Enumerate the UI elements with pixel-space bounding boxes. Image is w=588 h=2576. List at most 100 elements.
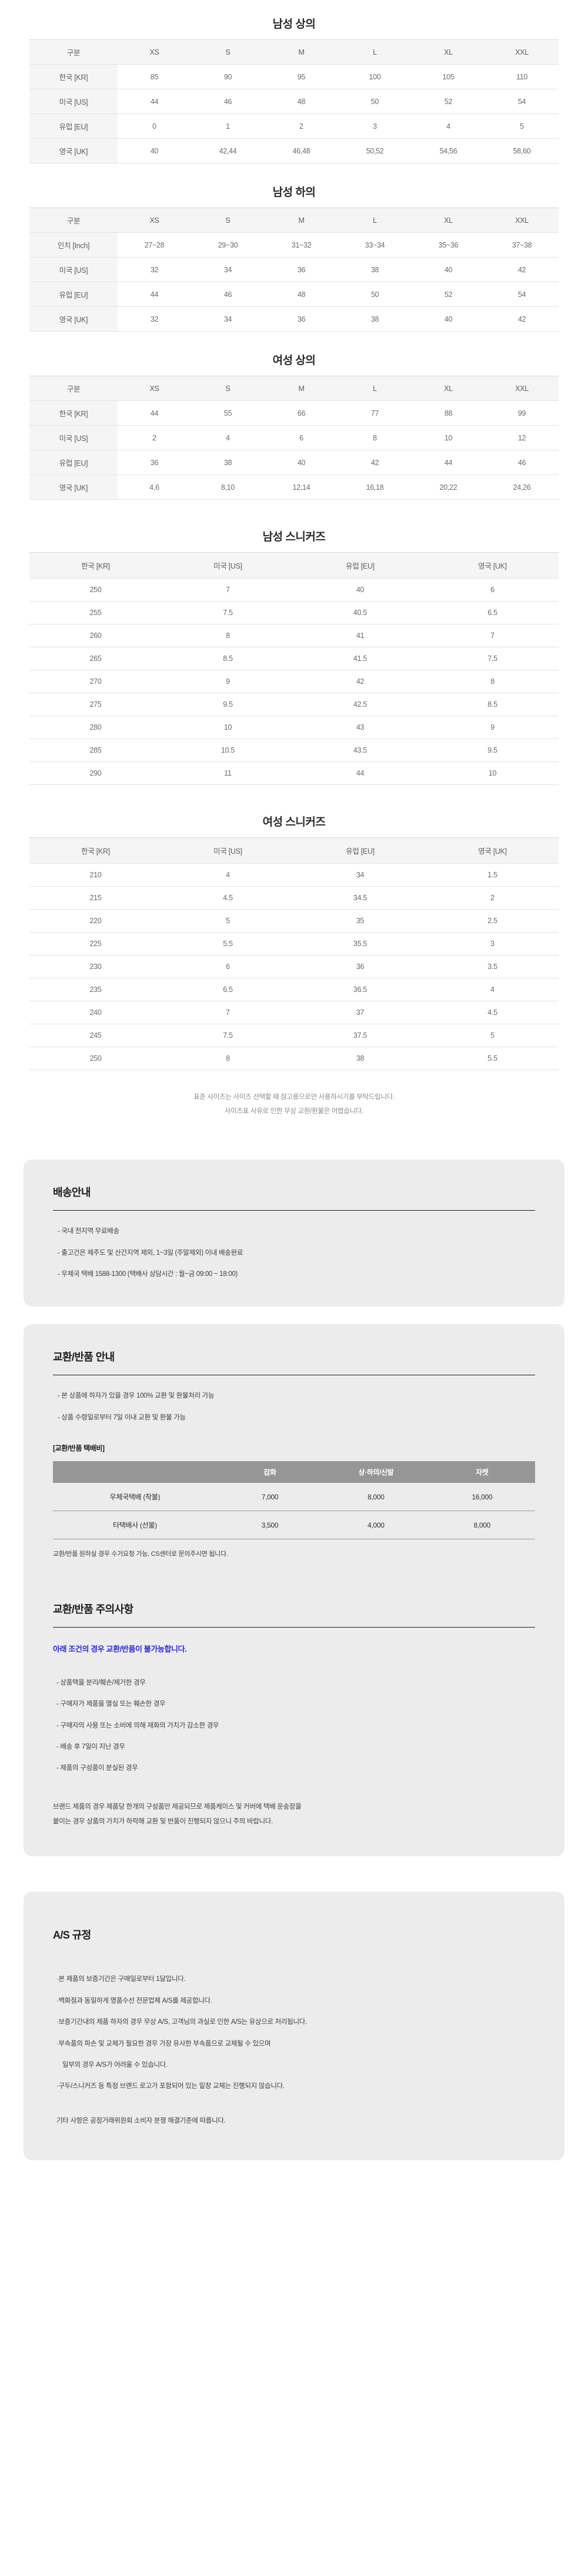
table-cell: 4,6 <box>118 475 191 500</box>
table-cell: 29~30 <box>191 232 265 258</box>
spacer <box>53 1953 535 1974</box>
table-cell: 7 <box>162 578 294 602</box>
table-cell: 4 <box>162 863 294 887</box>
table-cell: 265 <box>29 647 162 670</box>
as-item: ·구두/스니커즈 등 특정 브랜드 로고가 포함되어 있는 밑창 교체는 진행되… <box>56 2083 285 2090</box>
table-cell: 4 <box>426 978 559 1001</box>
fee-table-label: [교환/반품 택배비] <box>53 1444 105 1453</box>
table-cell: 4 <box>191 425 265 450</box>
table-cell: 27~28 <box>118 232 191 258</box>
size-table-title: 여성 상의 <box>272 355 316 367</box>
section-divider <box>53 1210 535 1211</box>
table-row: 220 5 35 2.5 <box>29 909 559 933</box>
exchange-return-panel: 교환/반품 안내 - 본 상품에 하자가 있을 경우 100% 교환 및 환불처… <box>24 1324 564 1857</box>
table-row: 275 9.5 42.5 8.5 <box>29 693 559 716</box>
row-header: 한국 [KR] <box>29 64 118 89</box>
table-cell: 12 <box>485 425 559 450</box>
table-cell: 55 <box>191 400 265 426</box>
table-cell: 9 <box>162 670 294 693</box>
table-cell: 9 <box>426 716 559 739</box>
table-cell: 46 <box>191 89 265 114</box>
table-cell: 1 <box>191 113 265 139</box>
table-row: 250 7 40 6 <box>29 578 559 602</box>
column-header: 자켓 <box>429 1461 535 1484</box>
table-cell: 10.5 <box>162 739 294 762</box>
caution-note: 브랜드 제품의 경우 제품당 한개의 구성품만 제공되므로 제품케이스 및 커버… <box>53 1800 535 1830</box>
table-cell: 85 <box>118 64 191 89</box>
table-cell: 2.5 <box>426 909 559 933</box>
table-cell: 6 <box>426 578 559 602</box>
table-cell: 99 <box>485 400 559 426</box>
column-header: L <box>338 39 412 65</box>
column-header: XL <box>412 208 485 233</box>
table-cell: 5 <box>426 1024 559 1047</box>
table-cell: 5.5 <box>162 932 294 955</box>
table-cell: 4 <box>412 113 485 139</box>
column-header: 한국 [KR] <box>29 552 162 579</box>
table-cell: 2 <box>265 113 338 139</box>
column-header: M <box>265 39 338 65</box>
row-header: 우체국택배 (착불) <box>109 1493 161 1502</box>
size-table-title: 남성 스니커즈 <box>262 531 326 543</box>
column-header: 구분 <box>29 376 118 401</box>
table-cell: 50 <box>338 282 412 307</box>
column-header: 미국 [US] <box>162 552 294 579</box>
table-cell: 3.5 <box>426 955 559 978</box>
size-block-mens-bottom: 남성 하의 구분 XS S M L XL XXL 인치 [Inch] 27~28 <box>0 183 588 332</box>
table-cell: 41.5 <box>294 647 426 670</box>
row-header: 미국 [US] <box>29 89 118 114</box>
table-cell: 215 <box>29 886 162 910</box>
table-header-row: 구분 XS S M L XL XXL <box>29 376 559 401</box>
size-table-title: 남성 하의 <box>272 186 316 199</box>
row-header: 영국 [UK] <box>29 138 118 163</box>
table-cell: 9.5 <box>426 739 559 762</box>
row-header: 유럽 [EU] <box>29 450 118 475</box>
table-header-row: 한국 [KR] 미국 [US] 유럽 [EU] 영국 [UK] <box>29 837 559 864</box>
table-cell: 2 <box>118 425 191 450</box>
table-cell: 2 <box>426 886 559 910</box>
table-cell: 37.5 <box>294 1024 426 1047</box>
table-row: 유럽 [EU] 44 46 48 50 52 54 <box>29 282 559 307</box>
table-cell: 50,52 <box>338 138 412 163</box>
table-cell: 36 <box>265 306 338 332</box>
table-row: 235 6.5 36.5 4 <box>29 978 559 1001</box>
table-header-row: 구분 XS S M L XL XXL <box>29 39 559 65</box>
table-cell: 42,44 <box>191 138 265 163</box>
caution-item: - 배송 후 7일이 지난 경우 <box>56 1743 125 1751</box>
column-header: XXL <box>485 208 559 233</box>
row-header: 미국 [US] <box>29 425 118 450</box>
size-table-title: 여성 스니커즈 <box>262 816 326 828</box>
column-header: 한국 [KR] <box>29 837 162 864</box>
table-cell: 275 <box>29 693 162 716</box>
shipping-bullet: - 출고건은 제주도 및 산간지역 제외, 1~3일 (주말제외) 이내 배송완… <box>58 1249 243 1257</box>
table-cell: 31~32 <box>265 232 338 258</box>
table-row: 280 10 43 9 <box>29 716 559 739</box>
table-cell: 1.5 <box>426 863 559 887</box>
table-cell: 42 <box>338 450 412 475</box>
table-row: 유럽 [EU] 36 38 40 42 44 46 <box>29 450 559 475</box>
caution-note-line-1: 브랜드 제품의 경우 제품당 한개의 구성품만 제공되므로 제품케이스 및 커버… <box>53 1803 302 1810</box>
table-row: 미국 [US] 32 34 36 38 40 42 <box>29 257 559 282</box>
table-row: 240 7 37 4.5 <box>29 1001 559 1024</box>
size-table: 한국 [KR] 미국 [US] 유럽 [EU] 영국 [UK] 210 4 34… <box>29 837 559 1070</box>
table-cell: 3 <box>338 113 412 139</box>
as-item: 일부의 경우 A/S가 어려울 수 있습니다. <box>62 2062 168 2069</box>
table-cell: 88 <box>412 400 485 426</box>
table-cell: 34 <box>191 257 265 282</box>
table-cell: 54 <box>485 89 559 114</box>
table-cell: 3 <box>426 932 559 955</box>
table-cell: 9.5 <box>162 693 294 716</box>
column-header: L <box>338 376 412 401</box>
column-header: S <box>191 376 265 401</box>
table-row: 한국 [KR] 85 90 95 100 105 110 <box>29 64 559 89</box>
caution-item: - 구매자의 사용 또는 소비에 의해 재화의 가치가 감소한 경우 <box>56 1722 219 1729</box>
caution-item: - 구매자가 제품을 멸실 또는 훼손한 경우 <box>56 1700 166 1708</box>
table-cell: 8,10 <box>191 475 265 500</box>
table-cell: 37~38 <box>485 232 559 258</box>
table-cell: 10 <box>426 761 559 785</box>
as-policy-panel: A/S 규정 ·본 제품의 보증기간은 구매일로부터 1달입니다. ·백화점과 … <box>24 1892 564 2160</box>
table-cell: 4.5 <box>426 1001 559 1024</box>
row-header: 한국 [KR] <box>29 400 118 426</box>
as-tail-note: 기타 사항은 공정거래위원회 소비자 분쟁 해결기준에 따릅니다. <box>56 2117 226 2124</box>
spacer <box>53 1560 535 1601</box>
